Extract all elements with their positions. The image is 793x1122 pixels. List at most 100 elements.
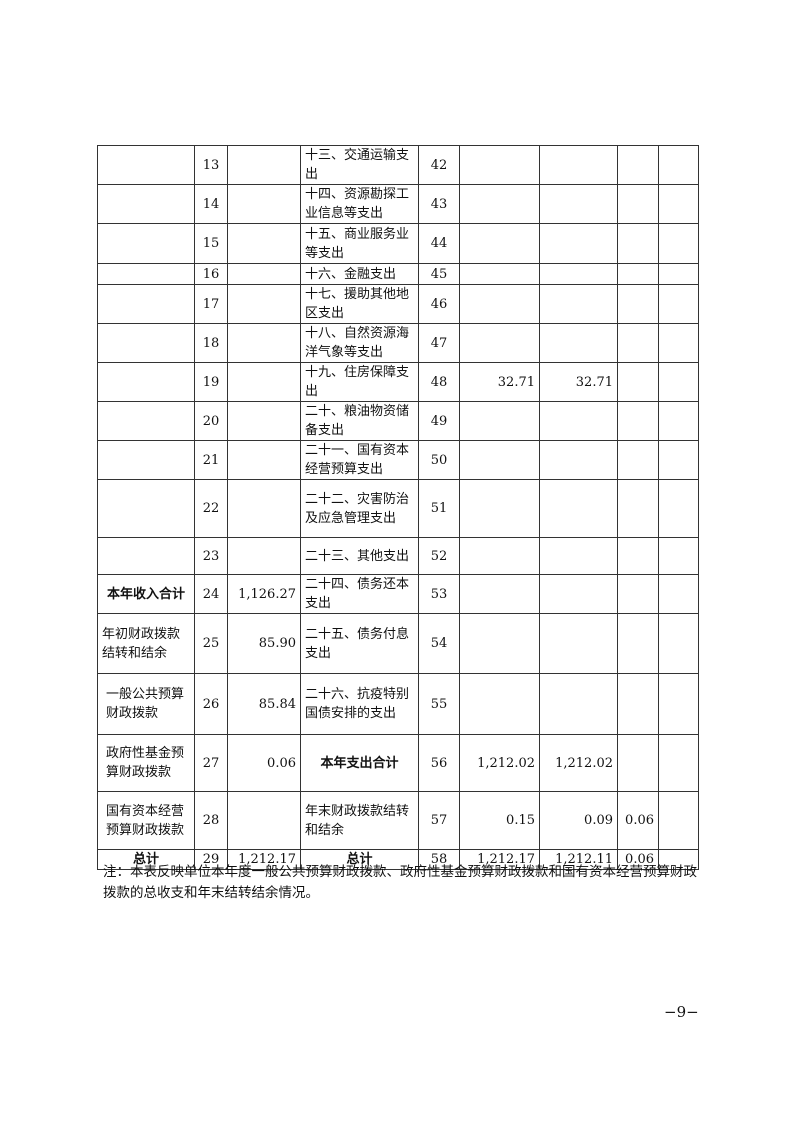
income-line-number: 15 <box>194 223 228 264</box>
income-item: 总计 <box>97 849 195 870</box>
expense-item: 年末财政拨款结转和结余 <box>300 791 419 850</box>
expense-line-number: 47 <box>418 323 460 363</box>
state-capital-amount <box>658 479 699 538</box>
income-line-number: 17 <box>194 284 228 324</box>
income-item: 年初财政拨款结转和结余 <box>97 613 195 674</box>
expense-total <box>459 263 540 285</box>
income-item <box>97 145 195 185</box>
state-capital-amount <box>658 284 699 324</box>
expense-total <box>459 440 540 480</box>
expense-item: 二十、粮油物资储备支出 <box>300 401 419 441</box>
gov-fund-amount <box>617 673 659 735</box>
expense-item: 十四、资源勘探工业信息等支出 <box>300 184 419 224</box>
table-row: 18 十八、自然资源海洋气象等支出 47 <box>97 323 699 363</box>
income-item <box>97 401 195 441</box>
state-capital-amount <box>658 223 699 264</box>
state-capital-amount <box>658 673 699 735</box>
income-line-number: 26 <box>194 673 228 735</box>
table-row: 15 十五、商业服务业等支出 44 <box>97 223 699 264</box>
general-budget-amount <box>539 673 618 735</box>
income-item: 国有资本经营预算财政拨款 <box>97 791 195 850</box>
expense-item: 二十六、抗疫特别国债安排的支出 <box>300 673 419 735</box>
expense-total <box>459 145 540 185</box>
general-budget-amount <box>539 574 618 614</box>
table-row: 一般公共预算财政拨款 26 85.84 二十六、抗疫特别国债安排的支出 55 <box>97 673 699 735</box>
expense-total <box>459 223 540 264</box>
income-amount <box>227 479 301 538</box>
state-capital-amount <box>658 263 699 285</box>
income-amount: 85.84 <box>227 673 301 735</box>
general-budget-amount <box>539 479 618 538</box>
expense-line-number: 45 <box>418 263 460 285</box>
state-capital-amount <box>658 145 699 185</box>
table-row: 年初财政拨款结转和结余 25 85.90 二十五、债务付息支出 54 <box>97 613 699 674</box>
gov-fund-amount <box>617 323 659 363</box>
expense-total <box>459 574 540 614</box>
income-line-number: 14 <box>194 184 228 224</box>
expense-total <box>459 323 540 363</box>
expense-line-number: 58 <box>418 849 460 870</box>
gov-fund-amount <box>617 613 659 674</box>
expense-line-number: 49 <box>418 401 460 441</box>
table-row: 总计 29 1,212.17 总计 58 1,212.17 1,212.11 0.06 <box>97 849 699 870</box>
income-amount <box>227 284 301 324</box>
gov-fund-amount <box>617 145 659 185</box>
income-line-number: 21 <box>194 440 228 480</box>
state-capital-amount <box>658 440 699 480</box>
table-row: 16 十六、金融支出 45 <box>97 263 699 285</box>
general-budget-amount <box>539 401 618 441</box>
income-amount <box>227 145 301 185</box>
state-capital-amount <box>658 537 699 575</box>
income-item <box>97 323 195 363</box>
expense-total <box>459 184 540 224</box>
expense-item: 二十三、其他支出 <box>300 537 419 575</box>
general-budget-amount: 1,212.02 <box>539 734 618 792</box>
gov-fund-amount: 0.06 <box>617 849 659 870</box>
table-row: 23 二十三、其他支出 52 <box>97 537 699 575</box>
income-amount <box>227 184 301 224</box>
general-budget-amount: 32.71 <box>539 362 618 402</box>
state-capital-amount <box>658 184 699 224</box>
income-amount <box>227 537 301 575</box>
general-budget-amount: 1,212.11 <box>539 849 618 870</box>
expense-total <box>459 479 540 538</box>
state-capital-amount <box>658 362 699 402</box>
expense-item: 二十五、债务付息支出 <box>300 613 419 674</box>
income-amount: 0.06 <box>227 734 301 792</box>
expense-total <box>459 673 540 735</box>
expense-total <box>459 284 540 324</box>
general-budget-amount <box>539 145 618 185</box>
expense-total: 32.71 <box>459 362 540 402</box>
income-item: 政府性基金预算财政拨款 <box>97 734 195 792</box>
income-line-number: 20 <box>194 401 228 441</box>
income-item <box>97 440 195 480</box>
table-row: 13 十三、交通运输支出 42 <box>97 145 699 185</box>
state-capital-amount <box>658 323 699 363</box>
general-budget-amount: 0.09 <box>539 791 618 850</box>
income-amount <box>227 401 301 441</box>
general-budget-amount <box>539 537 618 575</box>
general-budget-amount <box>539 440 618 480</box>
income-item <box>97 479 195 538</box>
gov-fund-amount <box>617 734 659 792</box>
table-note: 注：本表反映单位本年度一般公共预算财政拨款、政府性基金预算财政拨款和国有资本经营… <box>103 864 697 901</box>
general-budget-amount <box>539 284 618 324</box>
page-number: −9− <box>664 1003 699 1021</box>
expense-item: 十三、交通运输支出 <box>300 145 419 185</box>
income-amount: 1,126.27 <box>227 574 301 614</box>
income-line-number: 22 <box>194 479 228 538</box>
expense-item: 二十四、债务还本支出 <box>300 574 419 614</box>
income-amount <box>227 791 301 850</box>
table-row: 14 十四、资源勘探工业信息等支出 43 <box>97 184 699 224</box>
income-amount <box>227 263 301 285</box>
expense-line-number: 54 <box>418 613 460 674</box>
gov-fund-amount <box>617 537 659 575</box>
expense-item: 二十一、国有资本经营预算支出 <box>300 440 419 480</box>
gov-fund-amount <box>617 284 659 324</box>
income-line-number: 24 <box>194 574 228 614</box>
expense-item: 十八、自然资源海洋气象等支出 <box>300 323 419 363</box>
expense-total: 1,212.02 <box>459 734 540 792</box>
expense-item: 十九、住房保障支出 <box>300 362 419 402</box>
expense-line-number: 55 <box>418 673 460 735</box>
